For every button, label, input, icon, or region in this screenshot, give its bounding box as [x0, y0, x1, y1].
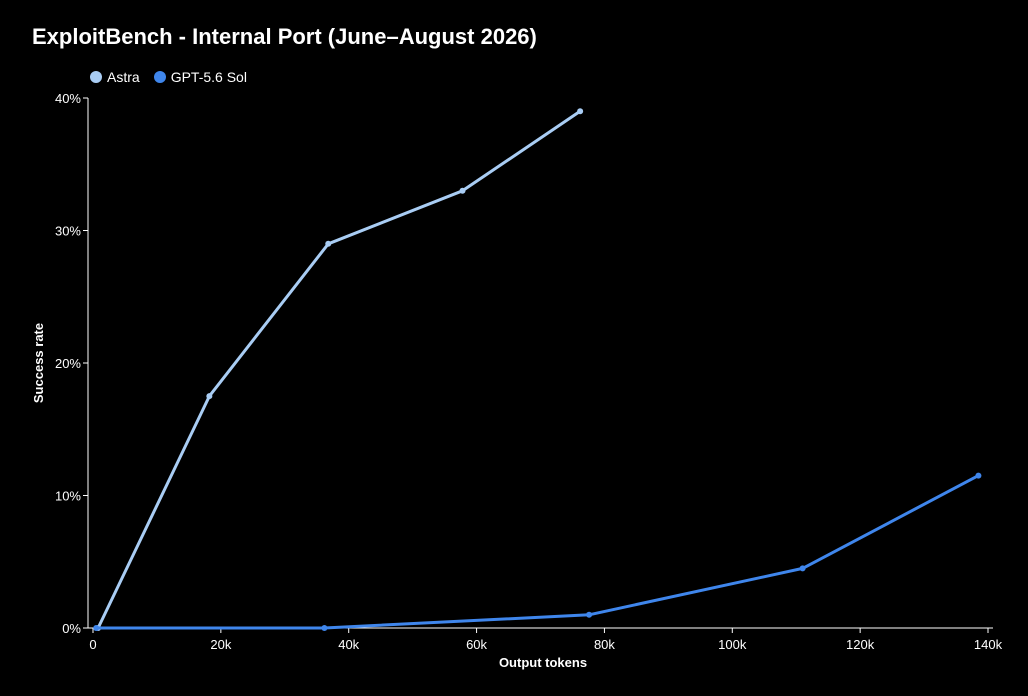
x-axis-title: Output tokens: [499, 655, 587, 670]
data-point-astra: [577, 108, 584, 115]
series-line-astra: [96, 109, 582, 630]
legend-item-astra[interactable]: Astra: [90, 69, 140, 85]
y-axis-title: Success rate: [31, 323, 46, 403]
y-tick-label: 40%: [55, 91, 81, 106]
x-tick-label: 100k: [718, 637, 747, 652]
legend: Astra GPT-5.6 Sol: [90, 69, 261, 85]
legend-label-gpt-5-6-sol: GPT-5.6 Sol: [170, 69, 247, 85]
x-tick-label: 60k: [466, 637, 487, 652]
y-axis: 0% 10% 20% 30% 40%: [55, 91, 89, 636]
data-point-gpt-5-6-sol: [586, 611, 593, 618]
chart-title: ExploitBench - Internal Port (June–Augus…: [32, 24, 537, 49]
y-tick-label: 30%: [55, 224, 81, 239]
data-point-astra: [325, 240, 332, 247]
y-tick-label: 0%: [62, 621, 81, 636]
legend-swatch-astra: [90, 71, 102, 83]
data-point-gpt-5-6-sol: [975, 472, 982, 479]
x-tick-label: 40k: [338, 637, 359, 652]
data-point-gpt-5-6-sol: [799, 565, 806, 572]
data-point-gpt-5-6-sol: [321, 625, 328, 631]
legend-label-astra: Astra: [107, 69, 140, 85]
y-tick-label: 20%: [55, 356, 81, 371]
series-line-gpt-5-6-sol: [94, 474, 980, 630]
data-point-astra: [459, 187, 466, 194]
x-tick-label: 0: [89, 637, 96, 652]
x-tick-label: 20k: [210, 637, 231, 652]
x-axis: 0 20k 40k 60k 80k 100k 120k 140k: [88, 627, 1003, 652]
data-point-gpt-5-6-sol: [93, 625, 100, 631]
x-tick-label: 120k: [846, 637, 875, 652]
x-tick-label: 80k: [594, 637, 615, 652]
legend-swatch-gpt-5-6-sol: [153, 71, 166, 83]
y-tick-label: 10%: [55, 489, 81, 504]
x-tick-label: 140k: [974, 637, 1003, 652]
series-lines: [93, 108, 982, 631]
legend-item-gpt-5-6-sol[interactable]: GPT-5.6 Sol: [153, 69, 247, 85]
data-point-astra: [206, 393, 213, 400]
